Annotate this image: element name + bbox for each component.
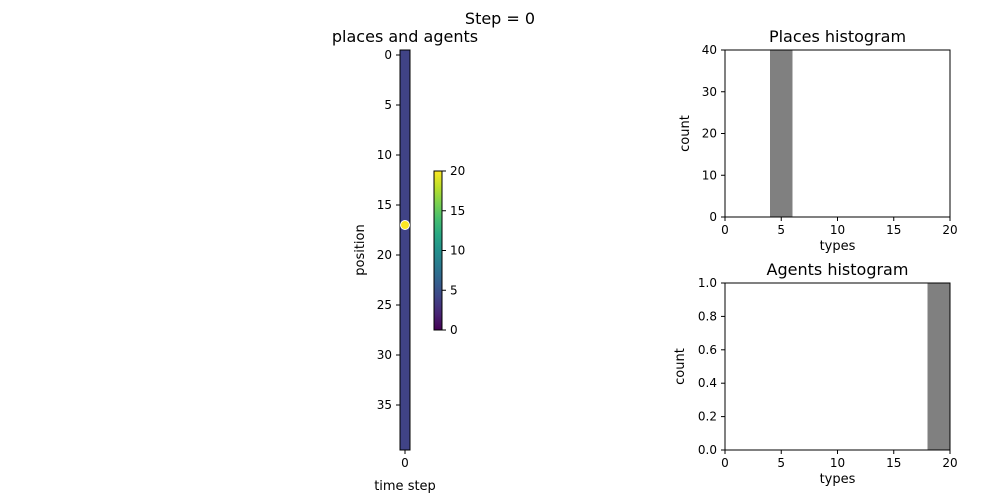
- heatmap-y-tick-label: 15: [377, 198, 392, 212]
- agents-hist-x-tick-label: 20: [942, 456, 957, 470]
- places-hist-y-tick-label: 10: [702, 168, 717, 182]
- places-hist-y-tick-label: 20: [702, 127, 717, 141]
- agents-hist-x-tick-label: 15: [886, 456, 901, 470]
- heatmap-x-tick-label: 0: [401, 456, 409, 470]
- places-hist-y-label: count: [678, 115, 693, 152]
- agents-hist-bar: [927, 283, 950, 450]
- agents-hist-x-tick-label: 5: [777, 456, 785, 470]
- agents-hist-y-tick-label: 0.0: [698, 443, 717, 457]
- heatmap-y-tick-label: 30: [377, 348, 392, 362]
- agent-point: [400, 220, 410, 230]
- heatmap-title: places and agents: [332, 27, 478, 46]
- heatmap-y-tick-label: 25: [377, 298, 392, 312]
- colorbar-tick-label: 0: [450, 323, 458, 337]
- agents-hist-y-tick-label: 0.4: [698, 376, 717, 390]
- places-hist-x-tick-label: 5: [777, 223, 785, 237]
- heatmap-panel: 0 5 10 15 20 25 30 35 0 places and agents time ste…: [332, 27, 478, 494]
- heatmap-y-tick-label: 5: [384, 98, 392, 112]
- agents-hist-title: Agents histogram: [767, 260, 909, 279]
- places-hist-title: Places histogram: [769, 27, 906, 46]
- colorbar-tick-label: 15: [450, 204, 465, 218]
- agents-hist-x-tick-label: 0: [721, 456, 729, 470]
- agents-hist-y-tick-label: 0.8: [698, 309, 717, 323]
- colorbar-tick-label: 5: [450, 283, 458, 297]
- heatmap-cells: [400, 50, 410, 450]
- places-hist-x-tick-label: 10: [830, 223, 845, 237]
- heatmap-y-label: position: [353, 224, 368, 276]
- agents-hist-frame: [724, 282, 951, 451]
- colorbar-panel: 0 5 10 15 20: [433, 164, 465, 337]
- agents-hist-y-tick-label: 0.6: [698, 343, 717, 357]
- heatmap-y-tick-label: 20: [377, 248, 392, 262]
- colorbar-bar: [433, 170, 443, 331]
- places-hist-y-tick-label: 40: [702, 43, 717, 57]
- heatmap-y-tick-label: 10: [377, 148, 392, 162]
- heatmap-y-tick-label: 0: [384, 48, 392, 62]
- places-histogram-panel: 0 5 10 15 20 0 10 20 30 40 Places histogram types co…: [678, 27, 958, 254]
- agents-histogram-panel: 0 5 10 15 20 0.0 0.2 0.4 0.6 0.8 1.0 Agents histogr…: [673, 260, 958, 487]
- agents-hist-y-tick-label: 0.2: [698, 410, 717, 424]
- agents-hist-x-tick-label: 10: [830, 456, 845, 470]
- places-hist-x-tick-label: 20: [942, 223, 957, 237]
- places-hist-bar: [770, 50, 793, 217]
- places-hist-frame: [724, 49, 951, 218]
- places-hist-x-tick-label: 0: [721, 223, 729, 237]
- colorbar-tick-label: 20: [450, 164, 465, 178]
- heatmap-x-label: time step: [374, 479, 436, 494]
- places-hist-x-label: types: [820, 239, 856, 254]
- agents-hist-x-label: types: [820, 472, 856, 487]
- agents-hist-y-tick-label: 1.0: [698, 276, 717, 290]
- agents-hist-y-label: count: [673, 348, 688, 385]
- heatmap-y-tick-label: 35: [377, 398, 392, 412]
- colorbar-tick-label: 10: [450, 244, 465, 258]
- places-hist-y-tick-label: 0: [709, 210, 717, 224]
- suptitle: Step = 0: [465, 9, 535, 28]
- places-hist-y-tick-label: 30: [702, 85, 717, 99]
- places-hist-x-tick-label: 15: [886, 223, 901, 237]
